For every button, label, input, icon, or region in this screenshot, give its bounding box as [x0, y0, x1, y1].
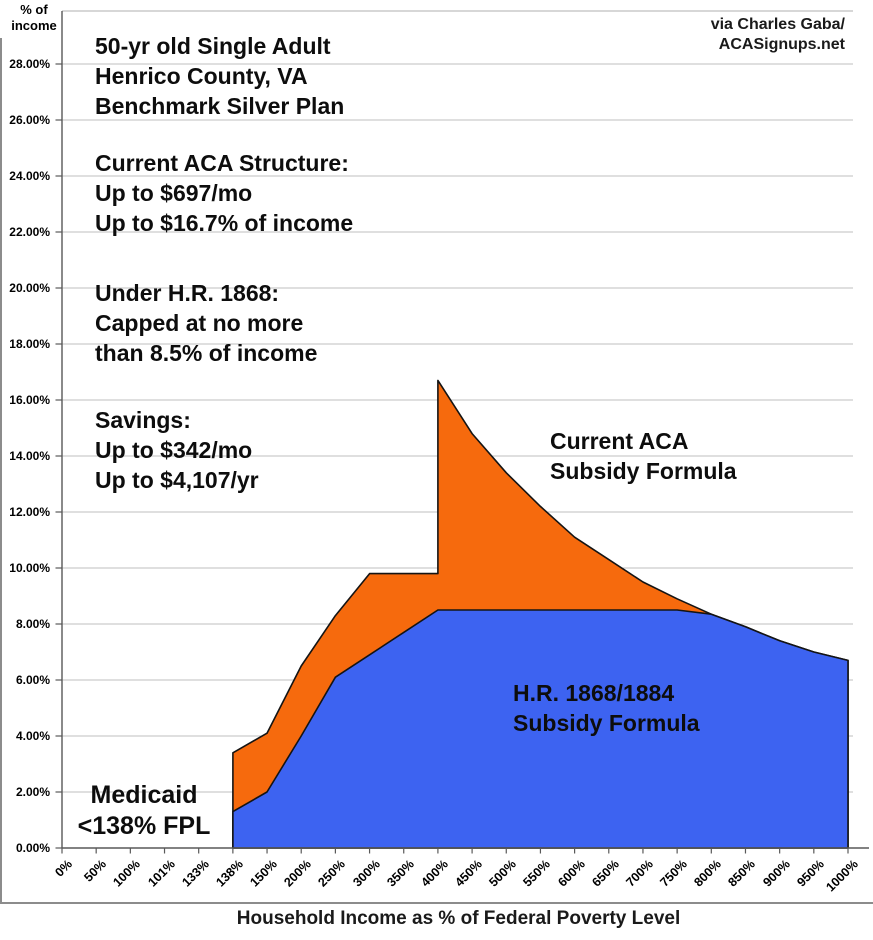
- label-current-aca-series: Current ACA Subsidy Formula: [550, 426, 737, 486]
- y-tick-label: 12.00%: [9, 505, 50, 519]
- y-tick-label: 10.00%: [9, 561, 50, 575]
- x-axis-title: Household Income as % of Federal Poverty…: [236, 908, 681, 929]
- annotation-hr1868: Under H.R. 1868: Capped at no more than 8.…: [95, 278, 317, 368]
- y-tick-label: 18.00%: [9, 337, 50, 351]
- y-axis-title: % of income: [2, 2, 66, 34]
- y-tick-label: 6.00%: [15, 673, 50, 687]
- text-line: Benchmark Silver Plan: [95, 93, 345, 119]
- label-hr-series: H.R. 1868/1884 Subsidy Formula: [513, 678, 700, 738]
- y-axis-title-line1: % of: [20, 2, 48, 17]
- text-line: Up to $342/mo: [95, 437, 253, 463]
- chart-border-bottom: [0, 902, 873, 904]
- y-tick-label: 14.00%: [9, 449, 50, 463]
- credit-line2: ACASignups.net: [718, 36, 845, 53]
- y-tick-label: 24.00%: [9, 169, 50, 183]
- chart-border-left: [0, 38, 2, 902]
- annotation-medicaid: Medicaid <138% FPL: [68, 780, 220, 842]
- text-line: than 8.5% of income: [95, 340, 318, 366]
- text-line: Up to $697/mo: [95, 180, 253, 206]
- y-tick-label: 20.00%: [9, 281, 50, 295]
- y-tick-label: 2.00%: [15, 785, 50, 799]
- hr-area: [232, 609, 849, 849]
- y-tick-label: 26.00%: [9, 113, 50, 127]
- y-tick-label: 4.00%: [15, 729, 50, 743]
- y-axis-title-line2: income: [11, 18, 57, 33]
- text-line: <138% FPL: [77, 812, 211, 840]
- text-line: Subsidy Formula: [550, 458, 737, 484]
- text-line: Savings:: [95, 407, 191, 433]
- text-line: Henrico County, VA: [95, 63, 308, 89]
- text-line: Capped at no more: [95, 310, 304, 336]
- annotation-plan-setup: 50-yr old Single Adult Henrico County, VA…: [95, 31, 344, 121]
- text-line: 50-yr old Single Adult: [95, 33, 331, 59]
- text-line: Up to $4,107/yr: [95, 467, 259, 493]
- annotation-savings: Savings: Up to $342/mo Up to $4,107/yr: [95, 405, 259, 495]
- text-line: Medicaid: [90, 781, 198, 809]
- y-tick-label: 16.00%: [9, 393, 50, 407]
- text-line: Up to $16.7% of income: [95, 210, 354, 236]
- text-line: H.R. 1868/1884: [513, 680, 675, 706]
- y-tick-label: 0.00%: [15, 841, 50, 855]
- text-line: Current ACA Structure:: [95, 150, 349, 176]
- annotation-current-aca: Current ACA Structure: Up to $697/mo Up to…: [95, 148, 353, 238]
- text-line: Under H.R. 1868:: [95, 280, 280, 306]
- credit-note: via Charles Gaba/ ACASignups.net: [600, 15, 845, 55]
- y-tick-label: 22.00%: [9, 225, 50, 239]
- y-tick-label: 28.00%: [9, 57, 50, 71]
- text-line: Subsidy Formula: [513, 710, 700, 736]
- credit-line1: via Charles Gaba/: [710, 16, 845, 33]
- text-line: Current ACA: [550, 428, 689, 454]
- y-tick-label: 8.00%: [15, 617, 50, 631]
